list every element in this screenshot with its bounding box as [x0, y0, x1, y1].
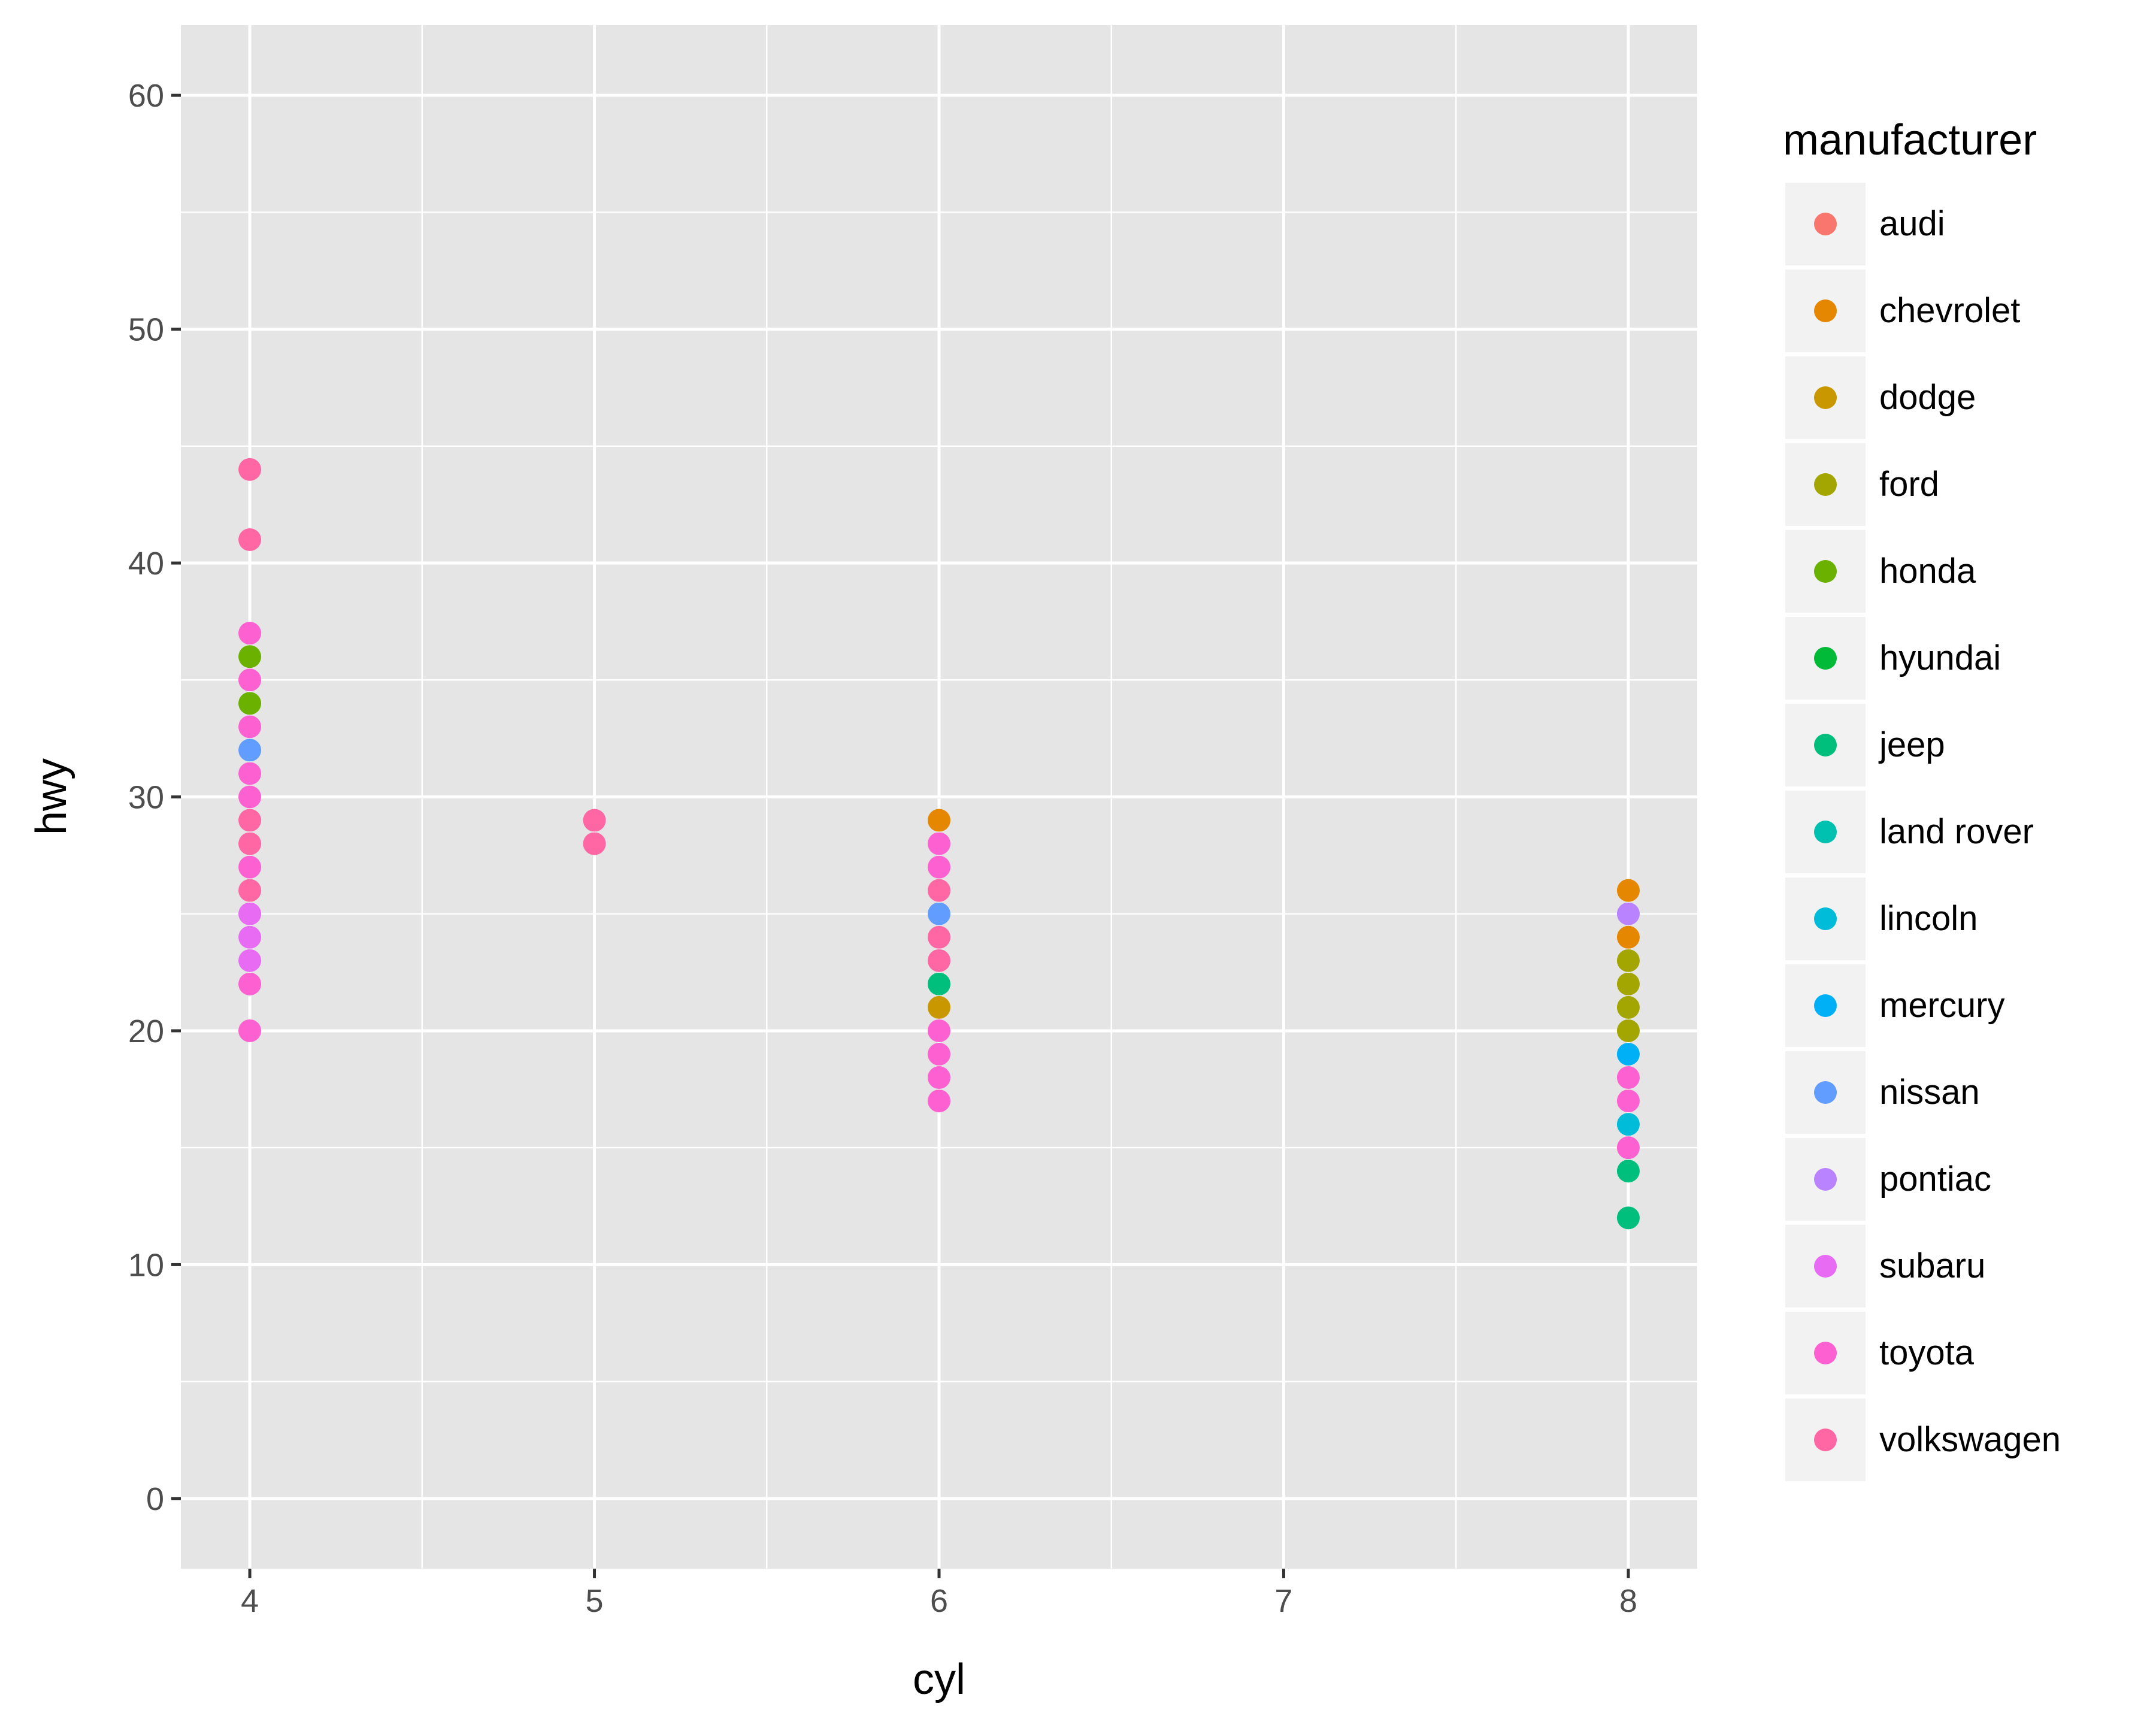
data-point-mercury [1616, 1043, 1640, 1066]
y-tick-label: 10 [128, 1247, 164, 1283]
data-point-toyota [238, 785, 262, 809]
y-tick-label: 20 [128, 1013, 164, 1049]
legend-title: manufacturer [1783, 116, 2037, 164]
legend-marker-nissan [1814, 1081, 1837, 1104]
legend: manufacturer audi chevrolet dodge ford honda… [1783, 116, 2061, 1481]
data-point-chevrolet [1616, 925, 1640, 949]
data-point-toyota [1616, 1136, 1640, 1160]
x-tick-label: 5 [586, 1583, 604, 1619]
legend-marker-subaru [1814, 1255, 1837, 1278]
data-point-toyota [928, 1043, 950, 1066]
data-point-dodge [928, 995, 950, 1019]
legend-marker-ford [1814, 473, 1837, 496]
data-point-toyota [928, 1066, 950, 1090]
legend-label: land rover [1879, 812, 2034, 851]
data-point-toyota [238, 1019, 262, 1042]
legend-marker-dodge [1814, 386, 1837, 409]
data-point-toyota [238, 668, 262, 692]
y-axis: 0 10 20 30 40 50 60 [128, 78, 181, 1517]
data-point-volkswagen [238, 528, 262, 551]
x-tick-label: 4 [241, 1583, 259, 1619]
x-tick-label: 8 [1619, 1583, 1637, 1619]
data-point-jeep [1616, 1206, 1640, 1230]
y-tick-label: 0 [146, 1481, 164, 1517]
x-axis-title: cyl [913, 1656, 965, 1703]
data-point-volkswagen [583, 809, 606, 832]
legend-label: volkswagen [1879, 1420, 2061, 1459]
legend-marker-land-rover [1814, 821, 1837, 843]
legend-marker-toyota [1814, 1342, 1837, 1364]
points [238, 458, 1640, 1230]
legend-label: pontiac [1879, 1160, 1991, 1199]
data-point-toyota [1616, 1066, 1640, 1090]
legend-marker-volkswagen [1814, 1429, 1837, 1451]
data-point-jeep [1616, 1160, 1640, 1183]
data-point-volkswagen [238, 809, 262, 832]
legend-label: dodge [1879, 378, 1976, 417]
legend-marker-chevrolet [1814, 299, 1837, 322]
legend-label: lincoln [1879, 899, 1978, 938]
y-tick-label: 50 [128, 312, 164, 348]
data-point-toyota [238, 855, 262, 879]
legend-marker-jeep [1814, 734, 1837, 756]
data-point-subaru [238, 925, 262, 949]
legend-label: toyota [1879, 1333, 1975, 1372]
data-point-toyota [928, 1019, 950, 1042]
x-axis: 4 5 6 7 8 [241, 1569, 1637, 1619]
data-point-toyota [238, 622, 262, 645]
data-point-volkswagen [583, 832, 606, 855]
legend-marker-hyundai [1814, 647, 1837, 670]
legend-marker-audi [1814, 213, 1837, 235]
data-point-toyota [238, 762, 262, 785]
y-tick-label: 30 [128, 780, 164, 816]
data-point-volkswagen [238, 458, 262, 481]
data-point-jeep [928, 972, 950, 995]
data-point-subaru [238, 949, 262, 972]
data-point-ford [1616, 995, 1640, 1019]
legend-label: honda [1879, 552, 1976, 591]
y-tick-label: 40 [128, 546, 164, 582]
data-point-toyota [928, 1090, 950, 1113]
legend-label: mercury [1879, 986, 2004, 1025]
legend-label: jeep [1878, 725, 1945, 764]
x-tick-label: 7 [1274, 1583, 1292, 1619]
data-point-nissan [928, 902, 950, 925]
data-point-toyota [928, 832, 950, 855]
y-tick-label: 60 [128, 78, 164, 114]
data-point-toyota [1616, 1090, 1640, 1113]
data-point-volkswagen [928, 879, 950, 902]
data-point-honda [238, 692, 262, 715]
legend-marker-pontiac [1814, 1168, 1837, 1191]
legend-label: chevrolet [1879, 291, 2020, 330]
data-point-pontiac [1616, 902, 1640, 925]
y-axis-title: hwy [28, 758, 75, 835]
legend-marker-lincoln [1814, 907, 1837, 930]
data-point-honda [238, 645, 262, 668]
data-point-lincoln [1616, 1113, 1640, 1136]
data-point-chevrolet [1616, 879, 1640, 902]
data-point-nissan [238, 739, 262, 762]
legend-marker-honda [1814, 560, 1837, 583]
data-point-volkswagen [928, 925, 950, 949]
legend-label: hyundai [1879, 638, 2001, 677]
data-point-volkswagen [928, 949, 950, 972]
data-point-volkswagen [238, 879, 262, 902]
data-point-ford [1616, 949, 1640, 972]
data-point-volkswagen [238, 832, 262, 855]
data-point-toyota [238, 715, 262, 739]
data-point-chevrolet [928, 809, 950, 832]
legend-label: nissan [1879, 1073, 1980, 1112]
legend-label: ford [1879, 465, 1939, 504]
data-point-ford [1616, 972, 1640, 995]
data-point-subaru [238, 902, 262, 925]
data-point-ford [1616, 1019, 1640, 1042]
legend-marker-mercury [1814, 994, 1837, 1017]
legend-label: audi [1879, 204, 1945, 243]
legend-label: subaru [1879, 1246, 1985, 1285]
data-point-toyota [928, 855, 950, 879]
data-point-toyota [238, 972, 262, 995]
x-tick-label: 6 [930, 1583, 948, 1619]
